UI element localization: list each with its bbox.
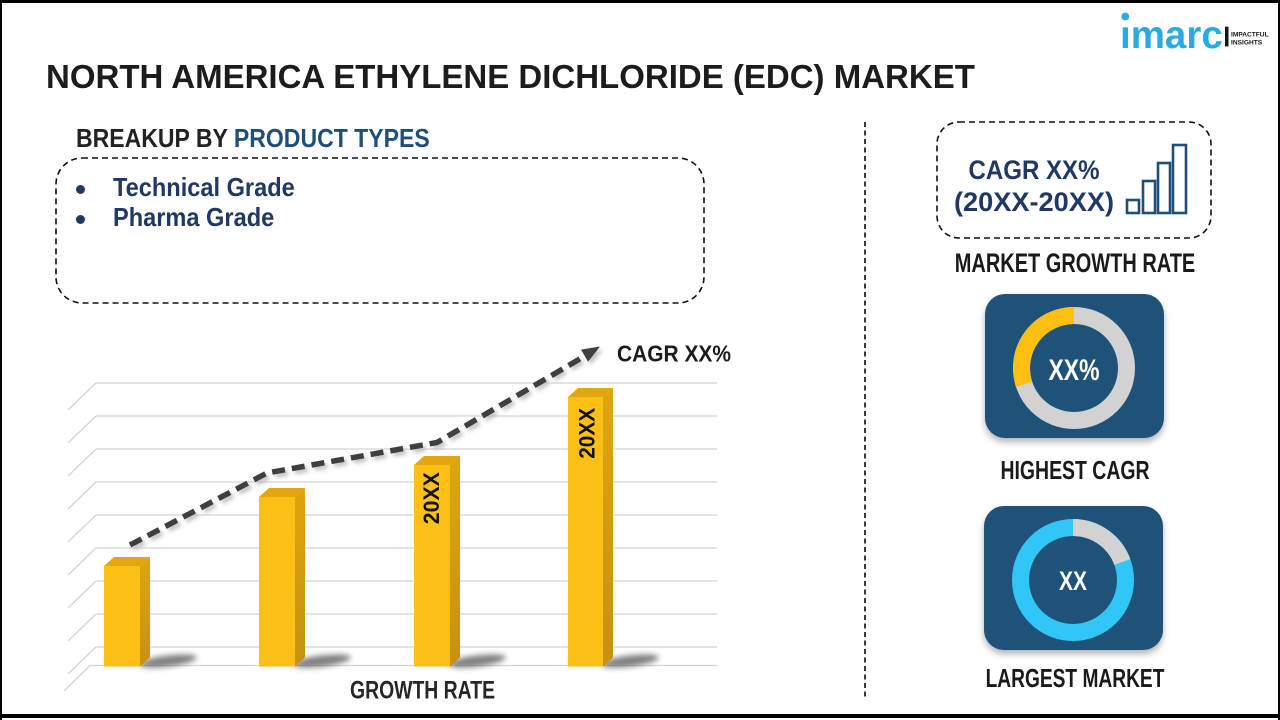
svg-text:ımarc: ımarc <box>1120 14 1223 56</box>
svg-text:IMPACTFUL: IMPACTFUL <box>1231 32 1269 39</box>
svg-text:INSIGHTS: INSIGHTS <box>1231 39 1263 46</box>
svg-text:20XX: 20XX <box>419 472 444 524</box>
svg-text:20XX: 20XX <box>574 408 599 459</box>
svg-text:CAGR XX%: CAGR XX% <box>617 341 731 367</box>
svg-text:XX%: XX% <box>1049 354 1100 387</box>
svg-text:(20XX-20XX): (20XX-20XX) <box>954 187 1114 217</box>
svg-text:XX: XX <box>1059 566 1087 596</box>
svg-text:GROWTH RATE: GROWTH RATE <box>350 677 495 705</box>
svg-text:CAGR XX%: CAGR XX% <box>969 155 1100 185</box>
